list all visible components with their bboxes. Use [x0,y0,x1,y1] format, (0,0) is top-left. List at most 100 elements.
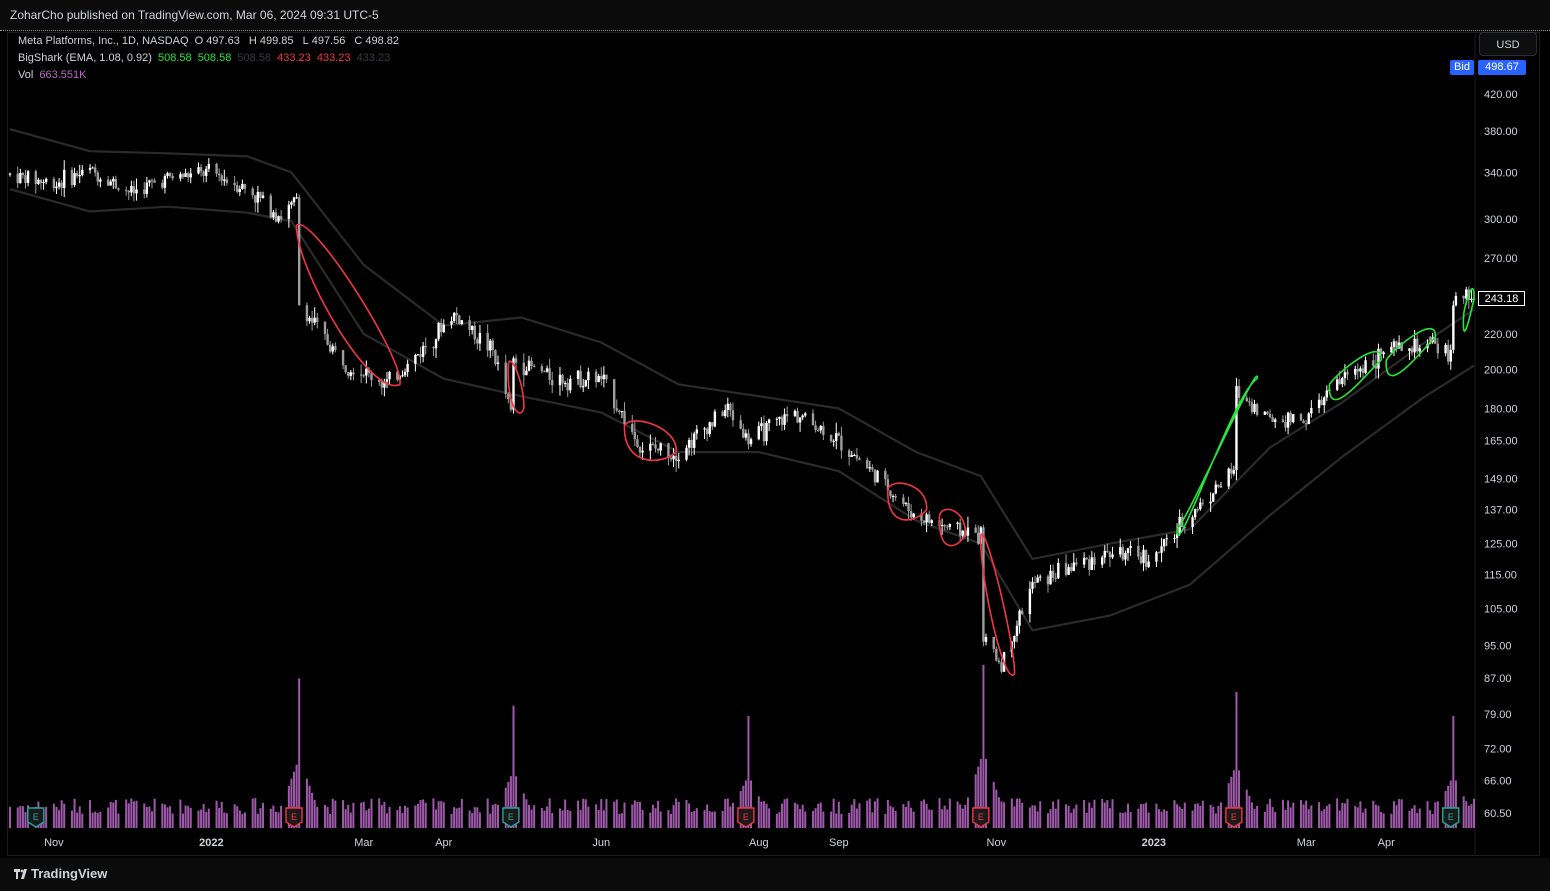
candle-body [1263,411,1267,415]
volume-bar [422,799,425,828]
candle-body [775,418,779,420]
volume-bar [70,810,73,828]
volume-bar [956,801,959,828]
volume-legend: Vol 663.551K [18,69,89,81]
volume-bar [1398,799,1401,828]
candle-body [1335,379,1339,390]
candle-body [780,416,784,425]
volume-bar [1147,812,1150,828]
candle-body [1093,557,1096,565]
volume-bar [1238,770,1241,828]
volume-bar [308,785,311,828]
volume-bar [251,798,254,828]
candle-body [1054,577,1057,579]
low-label: L [302,35,309,47]
x-tick-label: 2022 [199,837,223,849]
candle-body [977,532,980,544]
candle-body [1119,547,1122,555]
candle-body [1129,545,1132,549]
volume-bar [401,812,404,828]
candle-body [579,370,582,388]
candle-body [1390,346,1393,353]
volume-bar [1157,809,1160,828]
volume-bar [850,804,853,828]
volume-bar [187,806,190,828]
volume-bar [1473,798,1475,828]
volume-bar [94,811,97,828]
volume-bar [948,798,951,828]
volume-bar [1165,811,1168,828]
earnings-marker-label: E [743,812,749,822]
volume-bar [378,798,381,828]
volume-bar [404,805,407,828]
volume-bar [651,804,654,828]
volume-bar [424,802,427,828]
y-tick-label: 137.00 [1484,505,1518,517]
candle-body [153,180,156,183]
volume-bar [995,789,998,828]
volume-bar [117,813,120,828]
candle-body [563,383,567,385]
indicator-name[interactable]: BigShark (EMA, 1.08, 0.92) [18,52,152,64]
candle-body [1462,295,1465,299]
volume-bar [1343,803,1346,828]
candle-body [1379,348,1383,355]
symbol-label[interactable]: Meta Platforms, Inc., 1D, NASDAQ [18,35,189,47]
candle-body [24,175,27,183]
candle-body [1235,386,1238,471]
candle-body [695,429,699,434]
volume-bar [367,808,370,828]
volume-bar [1454,780,1457,828]
currency-button[interactable]: USD [1479,32,1537,56]
candle-body [60,182,63,189]
candle-body [491,340,495,351]
candle-body [1212,493,1215,502]
candle-body [70,169,74,186]
candle-body [19,172,22,184]
high-value: 499.85 [259,35,294,47]
volume-bar [812,810,815,828]
volume-bar [1070,812,1073,828]
candle-body [365,368,368,376]
candle-body [907,502,910,512]
volume-bar [1181,808,1184,828]
volume-bar [148,806,151,828]
volume-bar [775,813,778,828]
candle-body [1201,502,1205,504]
y-tick-label: 125.00 [1484,539,1518,551]
y-tick-label: 420.00 [1484,89,1518,101]
volume-label[interactable]: Vol [18,69,34,81]
volume-bar [316,806,319,828]
volume-bar [533,805,536,828]
volume-bar [442,802,445,828]
volume-bar [600,799,603,828]
candle-body [473,325,476,340]
tradingview-logo[interactable]: TradingView [14,866,107,881]
candle-body [705,428,709,435]
candle-body [478,333,482,344]
volume-bar [58,810,61,828]
candle-body [690,439,693,448]
x-tick-label: Mar [354,837,373,849]
volume-bar [762,801,765,828]
volume-bar [855,808,858,828]
candle-body [724,409,727,417]
volume-bar [1137,808,1140,828]
candle-body [584,380,587,387]
volume-bar [579,809,582,828]
volume-bar [750,780,753,828]
volume-bar [615,799,618,828]
candle-body [1338,379,1341,385]
volume-bar [1183,802,1186,828]
volume-bar [362,801,365,828]
candle-body [997,660,1001,663]
candle-body [1028,588,1032,615]
candle-body [344,365,347,373]
candle-body [847,450,851,457]
y-tick-label: 79.00 [1484,709,1512,721]
candle-body [323,322,327,335]
volume-bar [207,808,210,828]
candle-body [1237,386,1241,398]
volume-bar [1411,808,1414,828]
